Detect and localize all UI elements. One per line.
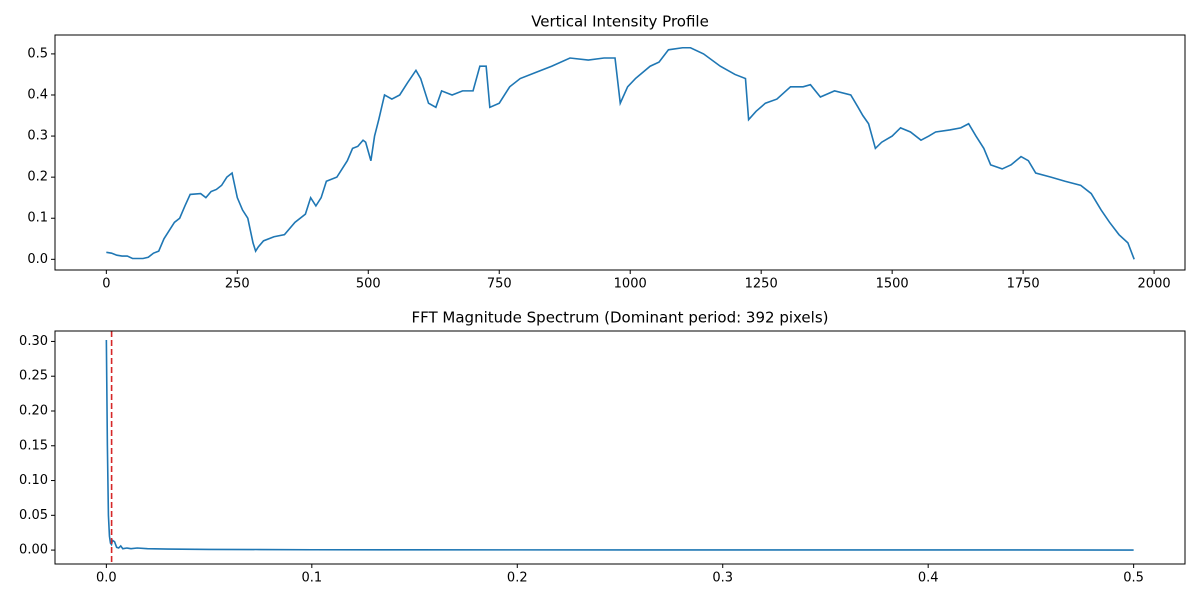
y-tick-label: 0.3 (27, 129, 48, 144)
x-tick-label: 0.5 (1123, 571, 1144, 586)
x-tick-label: 0.1 (301, 571, 322, 586)
chart-title: Vertical Intensity Profile (531, 13, 709, 31)
axes-frame (54, 34, 1186, 271)
y-tick-label: 0.00 (19, 543, 48, 558)
x-tick-label: 0.0 (96, 571, 117, 586)
y-tick-label: 0.1 (27, 211, 48, 226)
x-tick-label: 0.4 (918, 571, 939, 586)
chart-title: FFT Magnitude Spectrum (Dominant period:… (412, 309, 829, 327)
x-tick-label: 0.2 (507, 571, 528, 586)
x-tick-label: 1500 (876, 277, 909, 292)
x-tick-label: 0 (102, 277, 110, 292)
x-tick-label: 2000 (1138, 277, 1171, 292)
y-tick-label: 0.0 (27, 252, 48, 267)
x-tick-label: 1750 (1007, 277, 1040, 292)
y-tick-label: 0.15 (19, 438, 48, 453)
y-tick-label: 0.20 (19, 403, 48, 418)
x-tick-label: 1000 (614, 277, 647, 292)
x-tick-label: 0.3 (712, 571, 733, 586)
x-tick-label: 500 (356, 277, 381, 292)
line-series (106, 46, 1135, 260)
x-tick-label: 1250 (745, 277, 778, 292)
y-tick-label: 0.05 (19, 508, 48, 523)
y-tick-label: 0.4 (27, 87, 48, 102)
y-tick-label: 0.30 (19, 334, 48, 349)
y-tick-label: 0.2 (27, 170, 48, 185)
y-tick-label: 0.5 (27, 46, 48, 61)
x-tick-label: 250 (225, 277, 250, 292)
axes-frame (54, 330, 1186, 565)
y-tick-label: 0.10 (19, 473, 48, 488)
y-tick-label: 0.25 (19, 369, 48, 384)
line-series (105, 340, 1134, 551)
x-tick-label: 750 (487, 277, 512, 292)
